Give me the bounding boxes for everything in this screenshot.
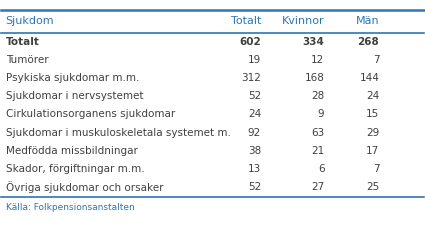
Text: 168: 168 <box>305 73 324 83</box>
Text: 29: 29 <box>366 128 379 138</box>
Text: 7: 7 <box>373 164 379 174</box>
Text: 63: 63 <box>311 128 324 138</box>
Text: 13: 13 <box>248 164 261 174</box>
Text: 7: 7 <box>373 55 379 65</box>
Text: Psykiska sjukdomar m.m.: Psykiska sjukdomar m.m. <box>6 73 139 83</box>
Text: Totalt: Totalt <box>231 16 261 26</box>
Text: Sjukdomar i nervsystemet: Sjukdomar i nervsystemet <box>6 91 143 101</box>
Text: Övriga sjukdomar och orsaker: Övriga sjukdomar och orsaker <box>6 181 163 193</box>
Text: Medfödda missbildningar: Medfödda missbildningar <box>6 146 137 156</box>
Text: 9: 9 <box>318 110 324 119</box>
Text: 24: 24 <box>366 91 379 101</box>
Text: 312: 312 <box>241 73 261 83</box>
Text: 15: 15 <box>366 110 379 119</box>
Text: 21: 21 <box>311 146 324 156</box>
Text: 334: 334 <box>303 37 324 47</box>
Text: 12: 12 <box>311 55 324 65</box>
Text: Tumörer: Tumörer <box>6 55 48 65</box>
Text: Män: Män <box>356 16 379 26</box>
Text: 28: 28 <box>311 91 324 101</box>
Text: Sjukdomar i muskuloskeletala systemet m.: Sjukdomar i muskuloskeletala systemet m. <box>6 128 230 138</box>
Text: Kvinnor: Kvinnor <box>282 16 324 26</box>
Text: Cirkulationsorganens sjukdomar: Cirkulationsorganens sjukdomar <box>6 110 175 119</box>
Text: Källa: Folkpensionsanstalten: Källa: Folkpensionsanstalten <box>6 203 134 212</box>
Text: 92: 92 <box>248 128 261 138</box>
Text: 6: 6 <box>318 164 324 174</box>
Text: 268: 268 <box>357 37 379 47</box>
Text: 17: 17 <box>366 146 379 156</box>
Text: 144: 144 <box>360 73 379 83</box>
Text: 52: 52 <box>248 182 261 192</box>
Text: 602: 602 <box>239 37 261 47</box>
Text: 27: 27 <box>311 182 324 192</box>
Text: 19: 19 <box>248 55 261 65</box>
Text: 25: 25 <box>366 182 379 192</box>
Text: 52: 52 <box>248 91 261 101</box>
Text: Totalt: Totalt <box>6 37 40 47</box>
Text: Skador, förgiftningar m.m.: Skador, förgiftningar m.m. <box>6 164 144 174</box>
Text: 38: 38 <box>248 146 261 156</box>
Text: Sjukdom: Sjukdom <box>6 16 54 26</box>
Text: 24: 24 <box>248 110 261 119</box>
